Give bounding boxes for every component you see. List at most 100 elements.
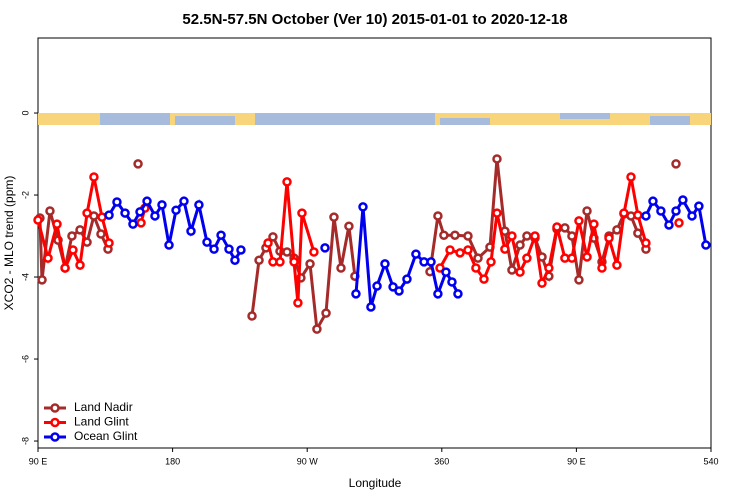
- x-tick-label: 540: [703, 456, 718, 466]
- point: [268, 232, 278, 242]
- point: [648, 196, 658, 206]
- point: [445, 245, 455, 255]
- point: [60, 263, 70, 273]
- point: [612, 225, 622, 235]
- point: [68, 245, 78, 255]
- point: [671, 206, 681, 216]
- point: [694, 201, 704, 211]
- point: [89, 172, 99, 182]
- point: [492, 208, 502, 218]
- point: [282, 177, 292, 187]
- point: [254, 255, 264, 265]
- y-tick-label: -2: [20, 191, 30, 199]
- point: [604, 233, 614, 243]
- point: [463, 231, 473, 241]
- x-tick-label: 90 E: [29, 456, 48, 466]
- x-tick-label: 90 W: [297, 456, 319, 466]
- point: [633, 228, 643, 238]
- point: [433, 211, 443, 221]
- point: [574, 216, 584, 226]
- point: [656, 206, 666, 216]
- point: [537, 278, 547, 288]
- plot-frame: [37, 37, 712, 449]
- point: [612, 260, 622, 270]
- point: [216, 230, 226, 240]
- point: [426, 257, 436, 267]
- point: [619, 208, 629, 218]
- point: [492, 154, 502, 164]
- point: [309, 247, 319, 257]
- point: [45, 206, 55, 216]
- point: [263, 238, 273, 248]
- x-tick-label: 90 E: [567, 456, 586, 466]
- point: [247, 311, 257, 321]
- point: [320, 243, 330, 253]
- point: [37, 275, 47, 285]
- point: [112, 197, 122, 207]
- point: [687, 211, 697, 221]
- point: [522, 231, 532, 241]
- x-axis-label: Longitude: [349, 476, 402, 490]
- point: [435, 263, 445, 273]
- point: [515, 267, 525, 277]
- point: [641, 238, 651, 248]
- point: [479, 274, 489, 284]
- point: [209, 244, 219, 254]
- point: [230, 255, 240, 265]
- point: [455, 248, 465, 258]
- point: [522, 253, 532, 263]
- point: [633, 210, 643, 220]
- point: [136, 218, 146, 228]
- point: [351, 289, 361, 299]
- point: [293, 298, 303, 308]
- point: [574, 275, 584, 285]
- legend-marker: [50, 417, 60, 428]
- point: [500, 244, 510, 254]
- legend-label: Ocean Glint: [74, 429, 138, 443]
- point: [671, 159, 681, 169]
- point: [120, 208, 130, 218]
- point: [388, 282, 398, 292]
- point: [674, 218, 684, 228]
- point: [194, 200, 204, 210]
- point: [433, 289, 443, 299]
- point: [641, 211, 651, 221]
- point: [82, 208, 92, 218]
- point: [296, 273, 306, 283]
- point: [380, 259, 390, 269]
- point: [366, 302, 376, 312]
- point: [297, 208, 307, 218]
- point: [104, 210, 114, 220]
- point: [321, 308, 331, 318]
- point: [507, 231, 517, 241]
- point: [142, 196, 152, 206]
- point: [544, 263, 554, 273]
- point: [441, 267, 451, 277]
- point: [567, 231, 577, 241]
- point: [150, 211, 160, 221]
- point: [552, 222, 562, 232]
- point: [372, 281, 382, 291]
- point: [589, 219, 599, 229]
- series-line: [40, 159, 676, 329]
- y-tick-label: -8: [20, 437, 30, 445]
- point: [202, 237, 212, 247]
- point: [486, 257, 496, 267]
- point: [33, 215, 43, 225]
- point: [664, 220, 674, 230]
- legend-label: Land Nadir: [74, 400, 133, 414]
- y-axis-label: XCO2 - MLO trend (ppm): [2, 176, 16, 311]
- point: [678, 195, 688, 205]
- point: [329, 212, 339, 222]
- point: [289, 257, 299, 267]
- point: [582, 252, 592, 262]
- point: [582, 206, 592, 216]
- point: [135, 207, 145, 217]
- point: [471, 263, 481, 273]
- point: [515, 240, 525, 250]
- legend-marker: [50, 403, 60, 413]
- point: [52, 219, 62, 229]
- point: [312, 324, 322, 334]
- point: [157, 200, 167, 210]
